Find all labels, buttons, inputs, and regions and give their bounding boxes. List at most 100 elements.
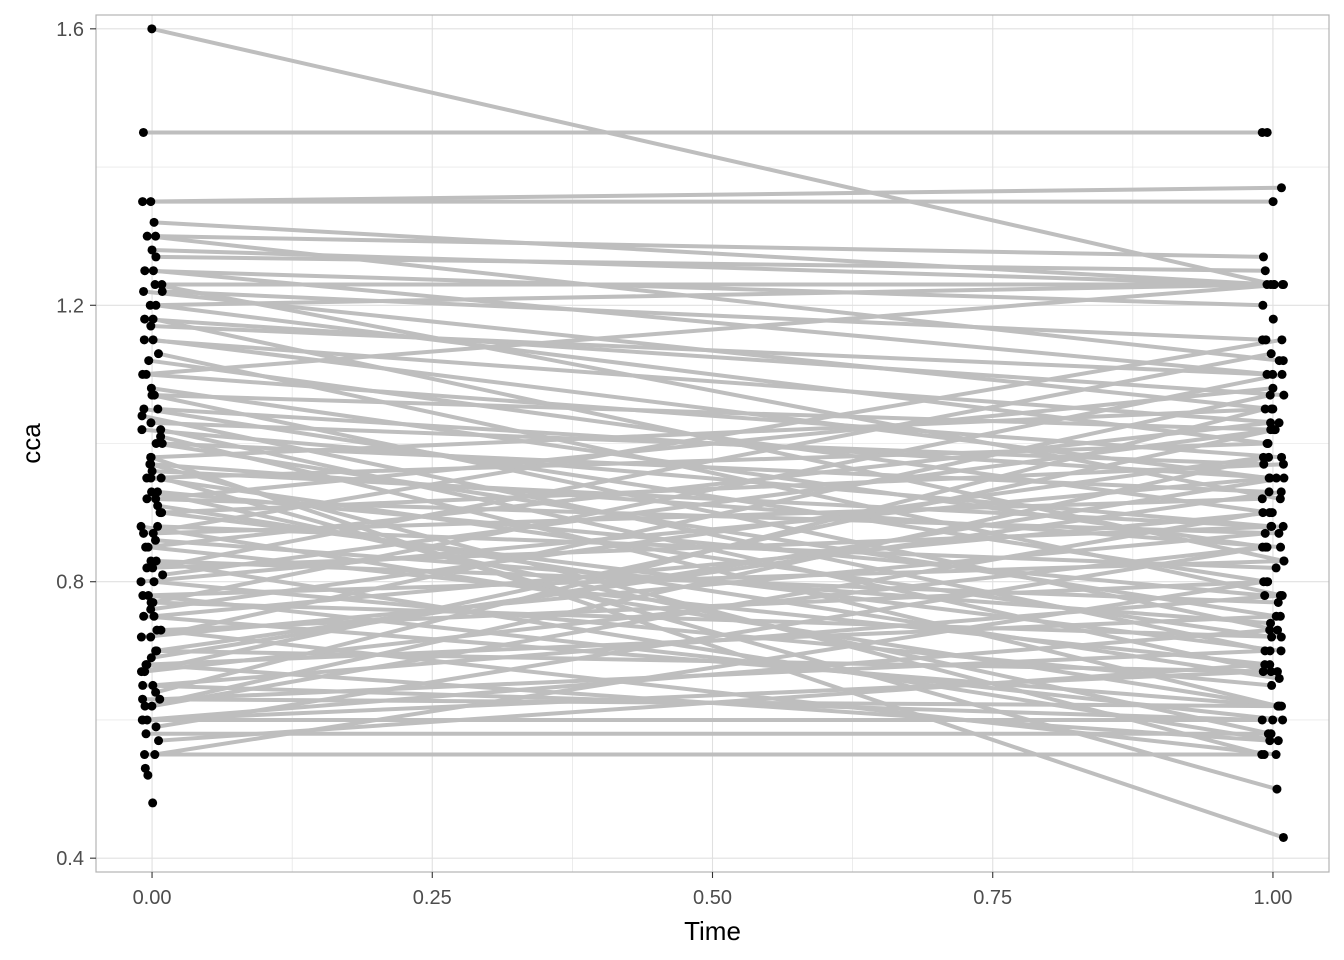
subject-line bbox=[155, 545, 1266, 729]
data-point bbox=[146, 556, 156, 566]
x-tick-label: 0.50 bbox=[693, 887, 732, 909]
subject-line bbox=[150, 559, 1279, 743]
data-point bbox=[1271, 473, 1281, 483]
data-point bbox=[146, 632, 156, 642]
data-point bbox=[153, 349, 163, 359]
data-point bbox=[151, 231, 161, 241]
data-point bbox=[1277, 335, 1287, 345]
x-axis-title: Time bbox=[684, 916, 741, 946]
data-point bbox=[146, 418, 156, 428]
data-point bbox=[1258, 252, 1268, 262]
subject-line bbox=[155, 407, 1266, 695]
subject-line bbox=[157, 503, 1280, 681]
data-point bbox=[1265, 473, 1275, 483]
data-point bbox=[136, 632, 146, 642]
subject-line bbox=[153, 510, 1273, 619]
data-point bbox=[150, 535, 160, 545]
data-point bbox=[1266, 349, 1276, 359]
subject-line bbox=[153, 220, 1272, 287]
data-point bbox=[158, 570, 168, 580]
data-point bbox=[147, 390, 157, 400]
data-point bbox=[151, 494, 161, 504]
subject-line bbox=[154, 393, 1271, 432]
data-point bbox=[138, 694, 148, 704]
data-point bbox=[139, 286, 149, 296]
data-point bbox=[141, 542, 151, 552]
data-point bbox=[137, 425, 147, 435]
data-point bbox=[147, 245, 157, 255]
data-point bbox=[1277, 452, 1287, 462]
data-point bbox=[157, 286, 167, 296]
data-point bbox=[153, 521, 163, 531]
data-point bbox=[1265, 736, 1275, 746]
data-point bbox=[1267, 632, 1277, 642]
data-point bbox=[1266, 618, 1276, 628]
data-point bbox=[153, 501, 163, 511]
data-point bbox=[1268, 314, 1278, 324]
subject-line bbox=[150, 455, 1285, 840]
data-point bbox=[1258, 508, 1268, 518]
data-point bbox=[1262, 280, 1272, 290]
x-tick-label: 1.00 bbox=[1253, 887, 1292, 909]
data-point bbox=[142, 473, 152, 483]
y-axis-title: cca bbox=[16, 423, 46, 464]
data-point bbox=[146, 197, 156, 207]
data-point bbox=[144, 356, 154, 366]
data-point bbox=[1261, 542, 1271, 552]
data-point bbox=[146, 321, 156, 331]
data-point bbox=[140, 763, 150, 773]
data-point bbox=[156, 425, 166, 435]
data-point bbox=[139, 404, 149, 414]
subject-line bbox=[150, 393, 1271, 639]
data-point bbox=[142, 660, 152, 670]
data-point bbox=[146, 383, 156, 393]
data-point bbox=[1258, 300, 1268, 310]
subject-line bbox=[160, 434, 1279, 709]
data-point bbox=[1264, 487, 1274, 497]
data-point bbox=[139, 528, 149, 538]
data-point bbox=[143, 591, 153, 601]
data-point bbox=[1265, 625, 1275, 635]
data-point bbox=[1268, 197, 1278, 207]
data-point bbox=[149, 217, 159, 227]
data-point bbox=[1259, 459, 1269, 469]
data-point bbox=[1267, 521, 1277, 531]
data-point bbox=[157, 280, 167, 290]
subject-line bbox=[158, 351, 1283, 598]
subject-line bbox=[142, 185, 1282, 204]
data-point bbox=[146, 653, 156, 663]
data-point bbox=[139, 611, 149, 621]
data-point bbox=[1278, 832, 1288, 842]
x-axis-ticks: 0.00 0.25 0.50 0.75 1.00 bbox=[133, 872, 1292, 909]
data-point bbox=[1278, 715, 1288, 725]
data-point bbox=[150, 750, 160, 760]
data-point bbox=[138, 127, 148, 137]
data-point bbox=[149, 577, 159, 587]
subject-line bbox=[148, 593, 1283, 722]
y-tick-label: 1.6 bbox=[56, 19, 84, 41]
data-point bbox=[1257, 715, 1267, 725]
data-point bbox=[141, 729, 151, 739]
data-point bbox=[152, 625, 162, 635]
subject-line bbox=[142, 669, 1264, 722]
subject-line bbox=[151, 26, 1275, 287]
data-point bbox=[141, 369, 151, 379]
data-point bbox=[136, 521, 146, 531]
subject-line bbox=[156, 628, 1277, 757]
subject-line bbox=[150, 476, 1285, 660]
data-point bbox=[1279, 390, 1289, 400]
data-point bbox=[140, 750, 150, 760]
data-point bbox=[140, 314, 150, 324]
data-point bbox=[148, 680, 158, 690]
data-point bbox=[151, 722, 161, 732]
data-point bbox=[1258, 335, 1268, 345]
data-point bbox=[154, 736, 164, 746]
data-point bbox=[140, 701, 150, 711]
data-point bbox=[1269, 280, 1279, 290]
data-point bbox=[1266, 418, 1276, 428]
subject-line bbox=[162, 441, 1270, 494]
data-point bbox=[155, 694, 165, 704]
data-points bbox=[136, 24, 1289, 842]
